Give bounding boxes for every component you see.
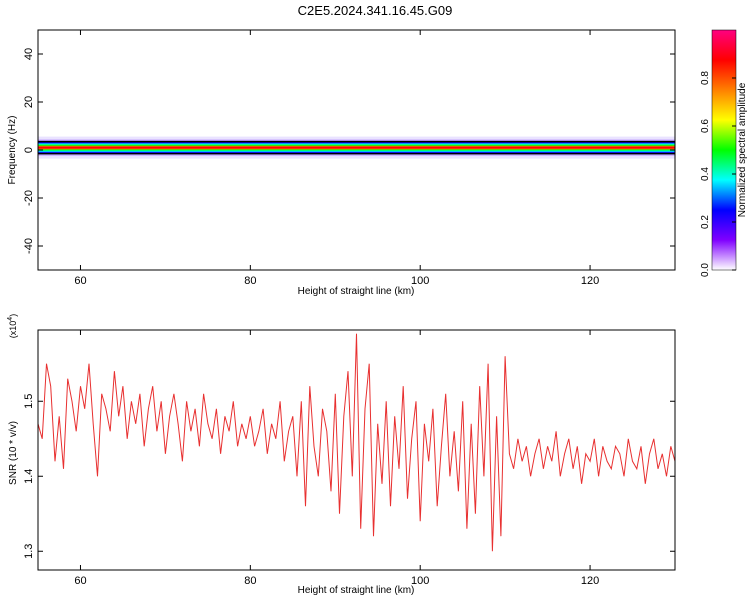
- spectrogram-x-label: Height of straight line (km): [298, 286, 415, 297]
- snr-x-tick-label: 60: [74, 575, 86, 587]
- snr-x-tick-label: 120: [581, 575, 599, 587]
- spectrogram-band: [38, 136, 675, 159]
- spectrogram-x-tick-label: 80: [244, 275, 256, 287]
- snr-y-label: SNR (10 * v/v): [8, 421, 19, 485]
- colorbar-label: Normalized spectral amplitude: [737, 82, 748, 217]
- spectrogram-y-tick-label: 0: [23, 147, 35, 153]
- snr-y-tick-label: 1.4: [23, 469, 35, 484]
- snr-x-label: Height of straight line (km): [298, 585, 415, 596]
- spectrogram-y-tick-label: -40: [23, 238, 35, 254]
- colorbar-tick-label: 0.0: [700, 263, 711, 277]
- spectrogram-y-tick-label: 40: [23, 48, 35, 60]
- spectrogram-y-tick-label: 20: [23, 96, 35, 108]
- snr-panel: 60 80 100 120 1.3 1.4 1.5 Height of straight l…: [7, 314, 676, 596]
- spectrogram-x-tick-label: 60: [74, 275, 86, 287]
- colorbar-tick-label: 0.8: [700, 71, 711, 85]
- spectrogram-y-tick-label: -20: [23, 190, 35, 206]
- snr-multiplier-exponent: 4: [7, 317, 14, 321]
- colorbar-gradient-bar: [711, 29, 737, 271]
- spectrogram-ticks: 60 80 100 120 -40 -20 0 20 40: [23, 30, 675, 287]
- colorbar-tick-label: 0.6: [700, 119, 711, 133]
- colorbar: 0.0 0.2 0.4 0.6 0.8 Normalized spectral ampl…: [700, 29, 748, 277]
- colorbar-tick-label: 0.2: [700, 215, 711, 229]
- spectrogram-x-tick-label: 120: [581, 275, 599, 287]
- figure-title: C2E5.2024.341.16.45.G09: [298, 3, 453, 18]
- snr-y-tick-label: 1.5: [23, 394, 35, 409]
- snr-y-tick-label: 1.3: [23, 544, 35, 559]
- spectrogram-y-label: Frequency (Hz): [7, 116, 18, 185]
- colorbar-ticks: 0.0 0.2 0.4 0.6 0.8: [700, 71, 736, 277]
- snr-multiplier-close: ): [8, 314, 18, 317]
- snr-y-multiplier: (x104): [7, 314, 18, 338]
- snr-frame: [37, 329, 676, 571]
- spectrogram-panel: 60 80 100 120 -40 -20 0 20 40 Height of straight…: [7, 29, 676, 297]
- snr-x-tick-label: 100: [411, 575, 429, 587]
- snr-series-line: [38, 333, 675, 552]
- snr-ticks: 60 80 100 120 1.3 1.4 1.5: [23, 330, 675, 587]
- colorbar-tick-label: 0.4: [700, 167, 711, 181]
- spectrogram-x-tick-label: 100: [411, 275, 429, 287]
- snr-x-tick-label: 80: [244, 575, 256, 587]
- snr-multiplier-base: (x10: [8, 321, 18, 339]
